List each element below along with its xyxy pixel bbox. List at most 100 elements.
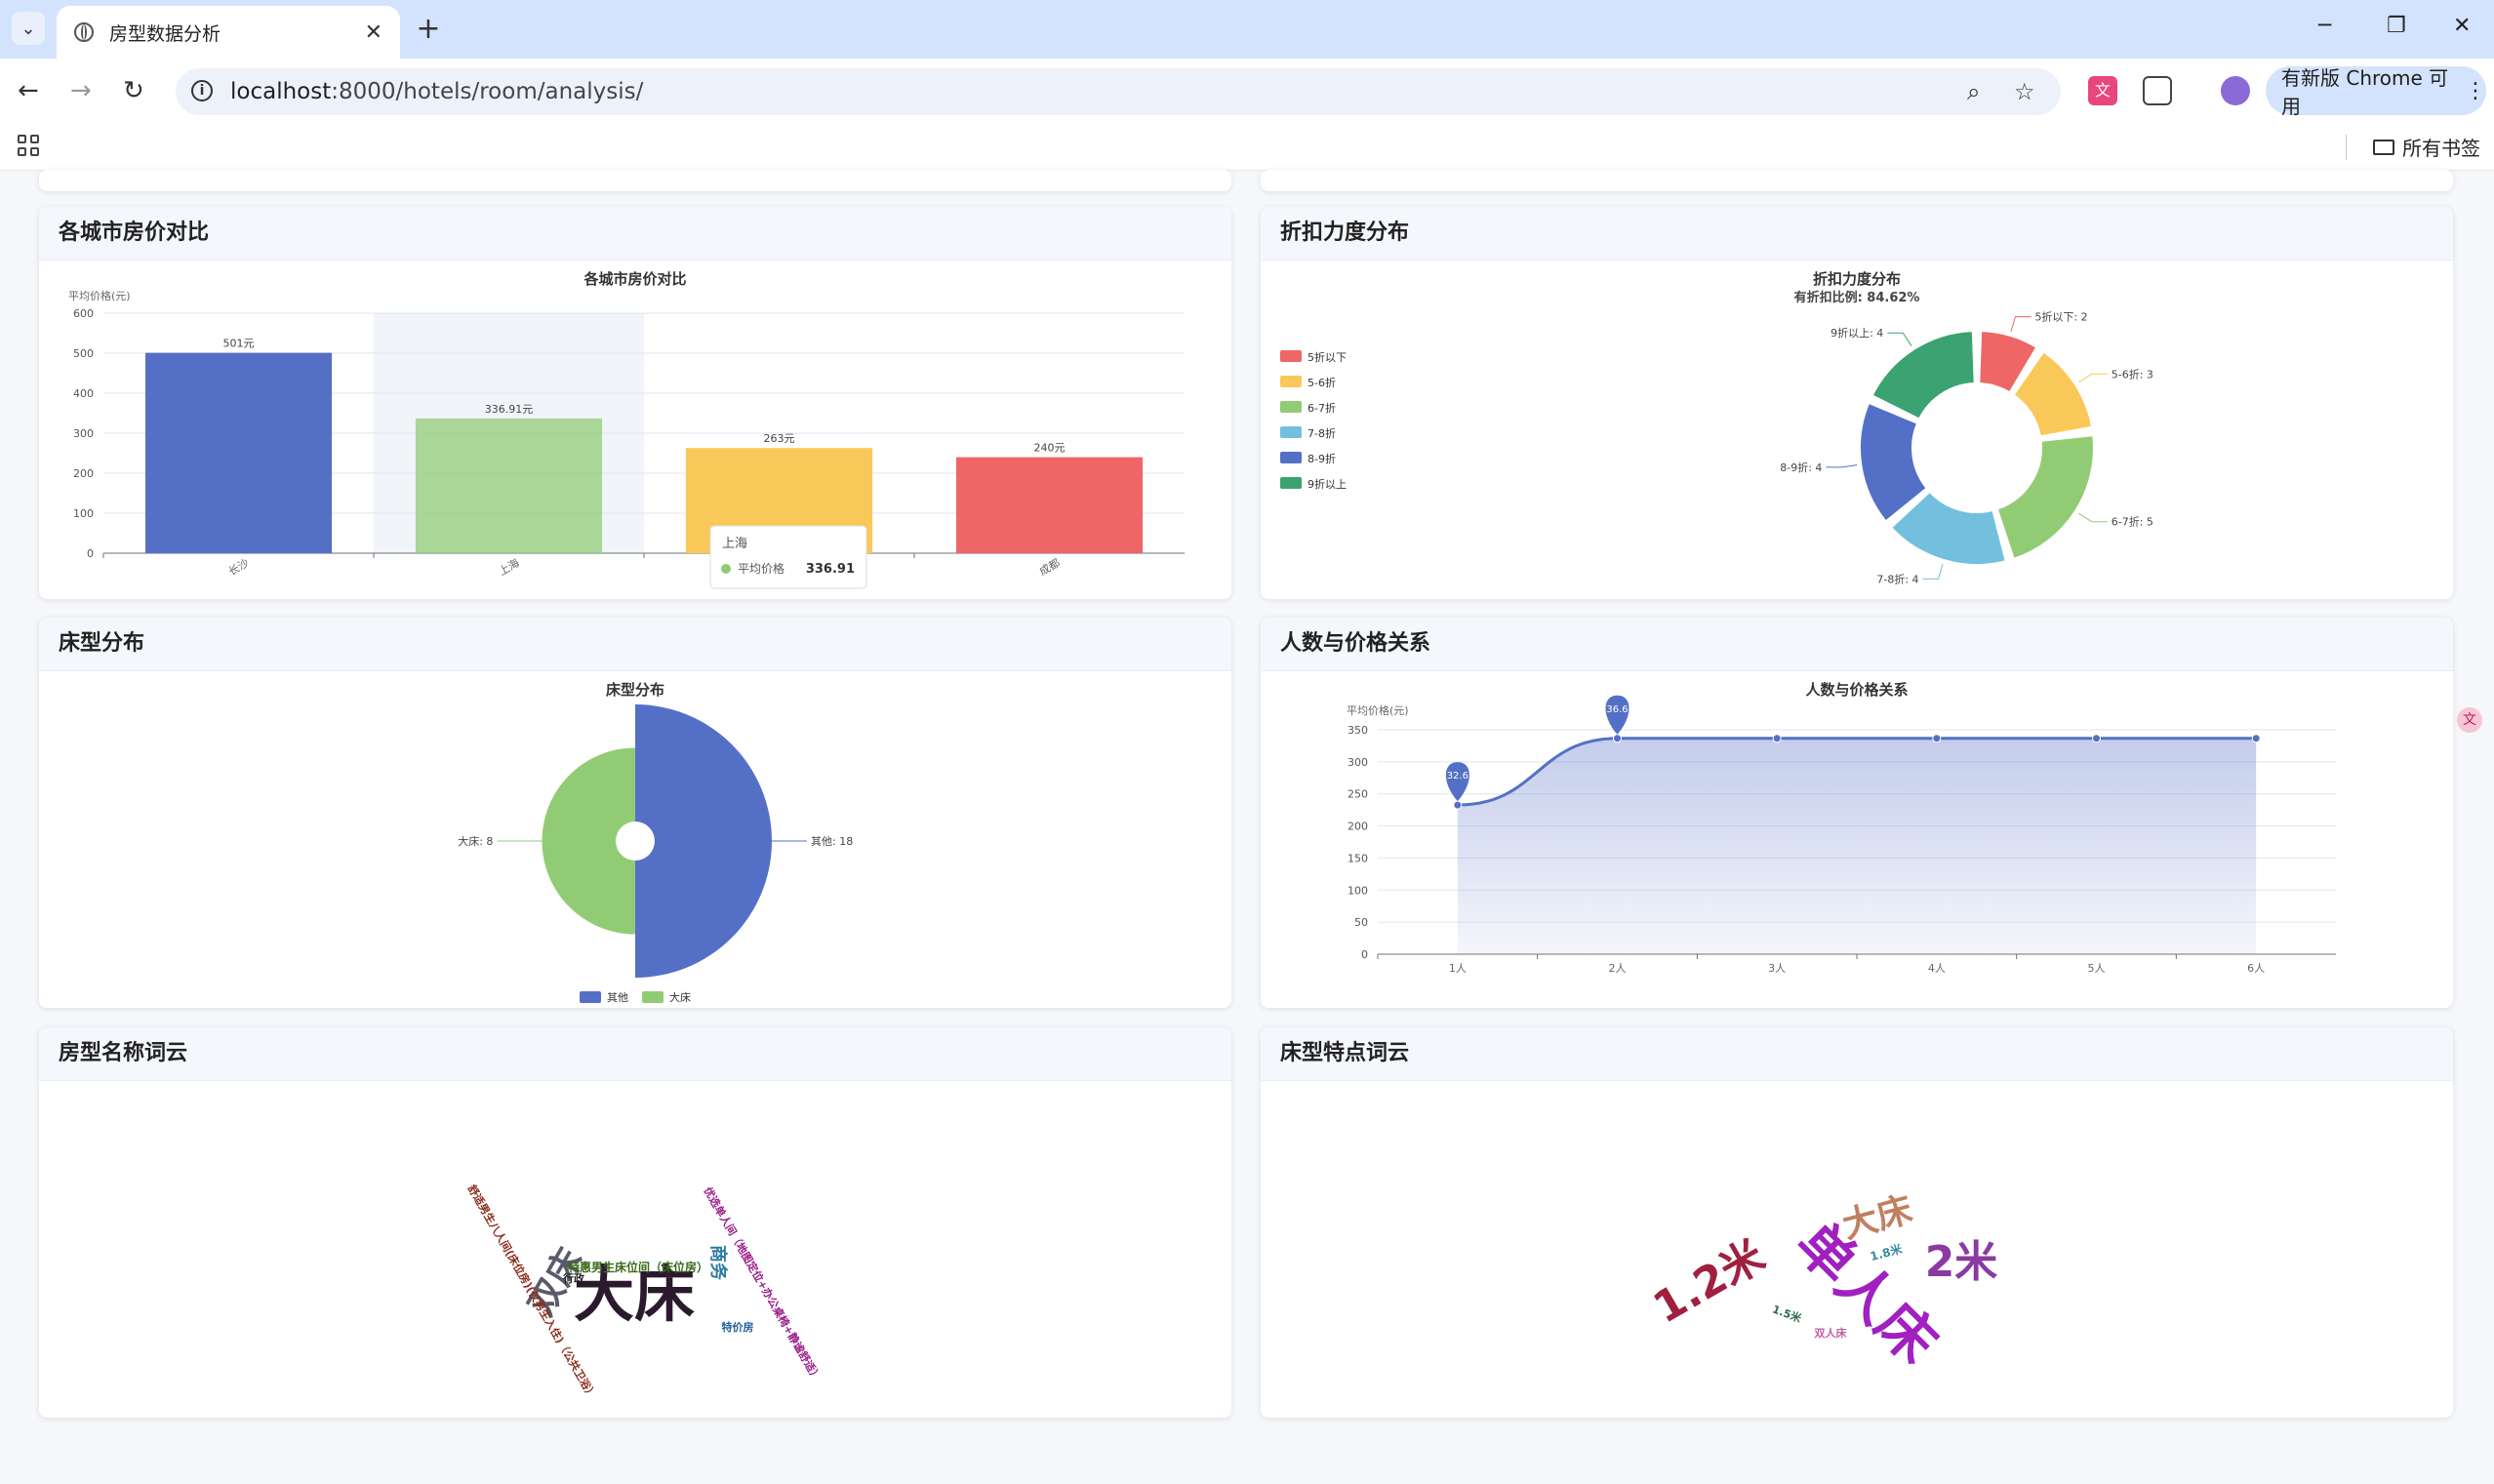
card-top-right-partial — [1261, 170, 2453, 191]
minimize-icon[interactable]: ─ — [2318, 14, 2332, 38]
back-icon[interactable]: ← — [18, 76, 39, 105]
chart-subtitle: 有折扣比例: 84.62% — [1794, 290, 1920, 305]
card-title: 人数与价格关系 — [1261, 618, 2453, 671]
pie-slice — [635, 704, 772, 978]
cloud-word: 特价房 — [722, 1320, 754, 1334]
label-line — [1922, 563, 1944, 580]
browser-toolbar: ← → ↻ i localhost:8000/hotels/room/analy… — [0, 59, 2494, 125]
pie-slice — [1859, 401, 1929, 523]
close-tab-icon[interactable]: ✕ — [364, 20, 382, 45]
bar — [415, 418, 603, 553]
y-tick-label: 300 — [1348, 756, 1368, 769]
data-point — [2092, 734, 2101, 743]
data-label: 240元 — [1034, 442, 1066, 455]
site-info-icon[interactable]: i — [191, 80, 213, 101]
legend-label: 7-8折 — [1307, 426, 1336, 440]
x-tick-label: 3人 — [1768, 962, 1786, 975]
cloud-word: 1.5米 — [1771, 1302, 1804, 1325]
legend-swatch — [1280, 376, 1302, 387]
tooltip-value: 336.91 — [806, 562, 855, 577]
bed-feature-wordcloud: 单人床 1.2米 2米 大床 1.8米 1.5米 双人床 — [1645, 1189, 1997, 1376]
zoom-icon[interactable]: ⌕ — [1967, 78, 1981, 105]
card-top-left-partial — [39, 170, 1231, 191]
more-menu-icon[interactable]: ⋮ — [2465, 78, 2486, 103]
chart-title: 各城市房价对比 — [583, 270, 686, 288]
cloud-word: 1.8米 — [1869, 1241, 1905, 1263]
pie-slice — [1978, 330, 2038, 394]
data-point — [2251, 734, 2261, 743]
cloud-word: 大床 — [1838, 1189, 1916, 1246]
card-title: 床型分布 — [39, 618, 1231, 671]
reload-icon[interactable]: ↻ — [123, 76, 144, 105]
profile-avatar[interactable] — [2221, 76, 2250, 105]
legend-label: 5-6折 — [1307, 376, 1336, 389]
pie-slice — [1995, 433, 2095, 561]
folder-icon — [2373, 139, 2394, 155]
address-bar[interactable]: i localhost:8000/hotels/room/analysis/ ⌕… — [176, 68, 2061, 115]
label-line — [2078, 373, 2108, 383]
slice-label: 9折以上: 4 — [1830, 326, 1883, 340]
cloud-word: 1.2米 — [1645, 1231, 1773, 1334]
data-label: 263元 — [764, 432, 795, 445]
y-tick-label: 350 — [1348, 724, 1368, 737]
card-guests-price: 人数与价格关系 人数与价格关系 平均价格(元) 0 50 100 150 200 250 300… — [1261, 618, 2453, 1008]
label-line — [1826, 464, 1858, 468]
x-tick-label: 成都 — [1037, 556, 1063, 578]
card-title: 床型特点词云 — [1261, 1027, 2453, 1081]
pie-slice — [1889, 490, 2007, 566]
data-label: 336.91元 — [485, 403, 534, 416]
forward-icon[interactable]: → — [70, 76, 92, 105]
pie-slice — [2012, 349, 2094, 438]
y-tick-label: 0 — [1361, 948, 1368, 961]
data-point — [1453, 800, 1463, 810]
marker-pin — [1445, 762, 1469, 802]
x-tick-label: 6人 — [2247, 962, 2265, 975]
y-tick-label: 100 — [1348, 884, 1368, 897]
new-tab-button[interactable]: + — [416, 11, 441, 46]
extensions-puzzle-icon[interactable] — [2143, 76, 2172, 105]
translate-float-icon[interactable]: 文 — [2457, 707, 2482, 733]
all-bookmarks-button[interactable]: 所有书签 — [2373, 133, 2480, 161]
y-tick-label: 150 — [1348, 852, 1368, 864]
x-tick-label: 1人 — [1449, 962, 1467, 975]
legend-label: 6-7折 — [1307, 401, 1336, 415]
x-tick-label: 4人 — [1928, 962, 1946, 975]
cloud-word: 优选单人间（地图定位+办公桌椅+静谧舒适） — [702, 1184, 825, 1384]
legend-swatch — [580, 991, 601, 1003]
slice-label: 5-6折: 3 — [2112, 367, 2153, 381]
tab-search-button[interactable]: ⌄ — [12, 12, 45, 45]
active-tab[interactable]: 房型数据分析 ✕ — [57, 6, 400, 59]
tab-strip: ⌄ 房型数据分析 ✕ + ─ ❐ ✕ — [0, 0, 2494, 59]
apps-grid-icon[interactable] — [18, 135, 39, 156]
y-axis-label: 平均价格(元) — [68, 289, 131, 302]
legend-label: 9折以上 — [1307, 477, 1347, 491]
bookmark-bar: 所有书签 — [0, 125, 2494, 171]
slice-label: 大床: 8 — [458, 834, 493, 848]
restore-icon[interactable]: ❐ — [2387, 14, 2406, 38]
card-title: 房型名称词云 — [39, 1027, 1231, 1081]
translate-extension-icon[interactable]: 文 — [2088, 76, 2117, 105]
chrome-update-button[interactable]: 有新版 Chrome 可用 ⋮ — [2266, 66, 2486, 118]
bookmark-star-icon[interactable]: ☆ — [2014, 78, 2035, 105]
area-fill — [1457, 738, 2257, 954]
close-window-icon[interactable]: ✕ — [2453, 14, 2472, 38]
y-tick-label: 200 — [73, 467, 94, 480]
card-room-cloud: 房型名称词云 大床 双床 商务 行政 特价房 特惠男生床位间（床位房） 优选单人… — [39, 1027, 1231, 1418]
slice-label: 7-8折: 4 — [1876, 572, 1918, 585]
legend-label: 大床 — [669, 990, 691, 1004]
y-tick-label: 100 — [73, 507, 94, 520]
y-tick-label: 600 — [73, 307, 94, 320]
marker-label: 232.67 — [1440, 771, 1474, 782]
legend-swatch — [1280, 452, 1302, 463]
url-text[interactable]: localhost:8000/hotels/room/analysis/ — [230, 79, 644, 104]
legend-swatch — [1280, 401, 1302, 413]
y-axis-label: 平均价格(元) — [1347, 703, 1409, 717]
y-tick-label: 300 — [73, 427, 94, 440]
legend-label: 其他 — [607, 991, 628, 1004]
tooltip-marker — [721, 564, 731, 574]
y-tick-label: 500 — [73, 347, 94, 360]
data-point — [1932, 734, 1942, 743]
y-tick-label: 250 — [1348, 788, 1368, 801]
cloud-word: 双人床 — [1815, 1326, 1848, 1340]
